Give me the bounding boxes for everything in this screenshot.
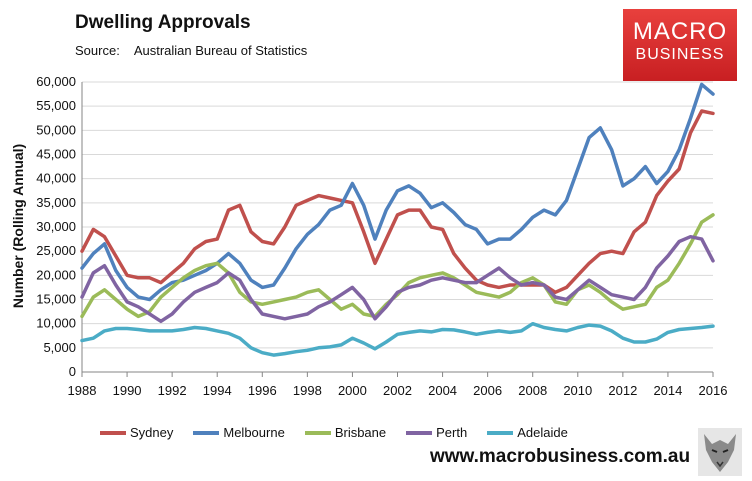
legend-item-sydney: Sydney [100,425,173,440]
source-label: Source: [75,43,120,58]
x-tick-label: 2006 [473,383,502,398]
y-tick-label: 30,000 [36,219,76,234]
x-tick-label: 2016 [699,383,728,398]
series-line-perth [80,234,715,324]
legend-swatch [100,430,126,435]
y-tick-label: 20,000 [36,267,76,282]
y-tick-label: 25,000 [36,243,76,258]
line-chart: 0 5,000 10,000 15,000 20,000 25,000 30,000 35,0… [10,74,728,398]
legend-label: Adelaide [517,425,568,440]
y-tick-labels: 0 5,000 10,000 15,000 20,000 25,000 30,000 35,0… [36,74,76,379]
x-tick-label: 2008 [518,383,547,398]
legend-swatch [487,430,514,435]
macrobusiness-logo: MACRO BUSINESS [623,9,737,81]
y-tick-label: 10,000 [36,316,76,331]
x-tick-label: 1992 [158,383,187,398]
legend-label: Brisbane [334,425,387,440]
y-tick-label: 50,000 [36,122,76,137]
legend-swatch [406,430,433,435]
source-value: Australian Bureau of Statistics [133,43,308,58]
chart-legend: Sydney Melbourne Brisbane Perth Adelaide [100,425,588,440]
x-tick-label: 2012 [608,383,637,398]
legend-label: Melbourne [223,425,285,440]
x-tick-label: 2000 [338,383,367,398]
series-lines [80,82,715,357]
website-url: www.macrobusiness.com.au [430,446,691,467]
source-line: Source: Australian Bureau of Statistics [75,43,307,58]
logo-line-2: BUSINESS [635,46,725,63]
x-tick-labels: 1988 1990 1992 1994 1996 1998 2000 2002 2004 2006… [68,383,728,398]
legend-item-adelaide: Adelaide [487,425,568,440]
x-tick-label: 1994 [203,383,232,398]
legend-item-melbourne: Melbourne [193,425,285,440]
y-tick-label: 15,000 [36,292,76,307]
y-tick-label: 35,000 [36,195,76,210]
legend-item-brisbane: Brisbane [304,425,387,440]
series-line-melbourne [80,82,715,302]
x-tick-label: 1996 [248,383,277,398]
axes [81,82,714,377]
x-tick-label: 2002 [383,383,412,398]
legend-item-perth: Perth [406,425,467,440]
wolf-logo-icon [698,428,742,476]
legend-swatch [304,430,331,435]
y-tick-label: 60,000 [36,74,76,89]
x-tick-label: 2010 [563,383,592,398]
legend-label: Sydney [130,425,174,440]
y-tick-label: 0 [69,364,76,379]
y-tick-label: 55,000 [36,98,76,113]
legend-label: Perth [436,425,468,440]
series-line-adelaide [80,321,715,357]
y-tick-label: 40,000 [36,171,76,186]
series-line-brisbane [80,213,715,319]
legend-swatch [193,430,220,435]
series-line-sydney [80,109,715,295]
x-tick-label: 2004 [428,383,457,398]
x-tick-label: 1998 [293,383,322,398]
x-tick-label: 2014 [653,383,682,398]
logo-line-1: MACRO [632,18,728,45]
x-tick-label: 1988 [68,383,97,398]
chart-title: Dwelling Approvals [75,12,251,33]
y-tick-label: 5,000 [43,340,76,355]
y-axis-label: Number (Rolling Annual) [10,144,26,308]
y-tick-label: 45,000 [36,147,76,162]
x-tick-label: 1990 [113,383,142,398]
